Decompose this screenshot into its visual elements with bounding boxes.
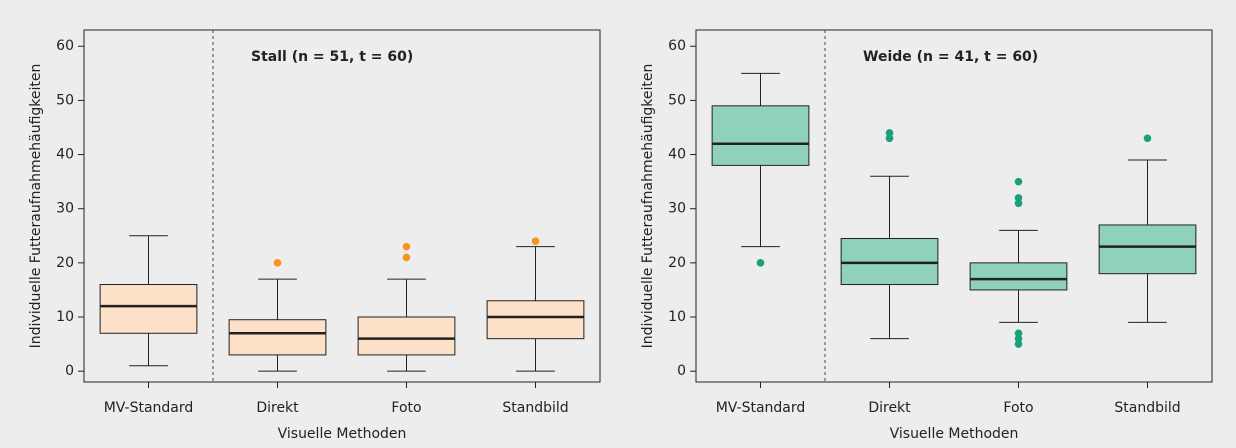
x-axis-label: Visuelle Methoden [278, 426, 407, 442]
outlier [1014, 199, 1023, 208]
plot-area [695, 29, 1213, 383]
y-tick-label: 20 [668, 255, 686, 271]
outlier [1014, 177, 1023, 186]
outlier [273, 259, 282, 267]
y-tick-label: 10 [668, 309, 686, 325]
x-tick-label: Standbild [1114, 400, 1180, 416]
x-tick-label: Direkt [256, 400, 299, 416]
y-tick-label: 40 [668, 147, 686, 163]
y-tick-label: 60 [56, 38, 74, 54]
y-tick-label: 30 [668, 201, 686, 217]
box [357, 316, 456, 356]
chart-title: Stall (n = 51, t = 60) [251, 49, 413, 65]
y-tick-label: 0 [677, 363, 686, 379]
x-tick-label: Foto [1003, 400, 1033, 416]
outlier [1143, 134, 1152, 143]
outlier [1014, 329, 1023, 338]
box [1098, 224, 1197, 275]
outlier [402, 242, 411, 251]
outlier [531, 237, 540, 245]
x-axis-label: Visuelle Methoden [890, 426, 1019, 442]
y-tick-label: 30 [56, 201, 74, 217]
outlier [885, 129, 894, 137]
outlier [1014, 334, 1023, 343]
y-tick-label: 50 [668, 92, 686, 108]
outlier [402, 253, 411, 262]
outlier [1014, 194, 1023, 202]
y-tick-label: 50 [56, 92, 74, 108]
outlier [756, 259, 765, 267]
x-tick-label: Standbild [502, 400, 568, 416]
outlier [1014, 340, 1023, 348]
x-tick-label: Foto [391, 400, 421, 416]
box [228, 319, 327, 356]
box [711, 105, 810, 166]
y-tick-label: 10 [56, 309, 74, 325]
y-tick-label: 40 [56, 147, 74, 163]
x-tick-label: MV-Standard [104, 400, 194, 416]
y-axis-label: Individuelle Futteraufnahmehäufigkeiten [640, 64, 656, 349]
x-tick-label: MV-Standard [716, 400, 806, 416]
box [840, 237, 939, 286]
y-axis-label: Individuelle Futteraufnahmehäufigkeiten [28, 64, 44, 349]
chart-title: Weide (n = 41, t = 60) [863, 49, 1038, 65]
plot-area [83, 29, 601, 383]
y-tick-label: 20 [56, 255, 74, 271]
box [486, 300, 585, 340]
outlier [885, 134, 894, 143]
box [969, 262, 1068, 291]
x-tick-label: Direkt [868, 400, 911, 416]
y-tick-label: 0 [65, 363, 74, 379]
y-tick-label: 60 [668, 38, 686, 54]
box [99, 284, 198, 334]
